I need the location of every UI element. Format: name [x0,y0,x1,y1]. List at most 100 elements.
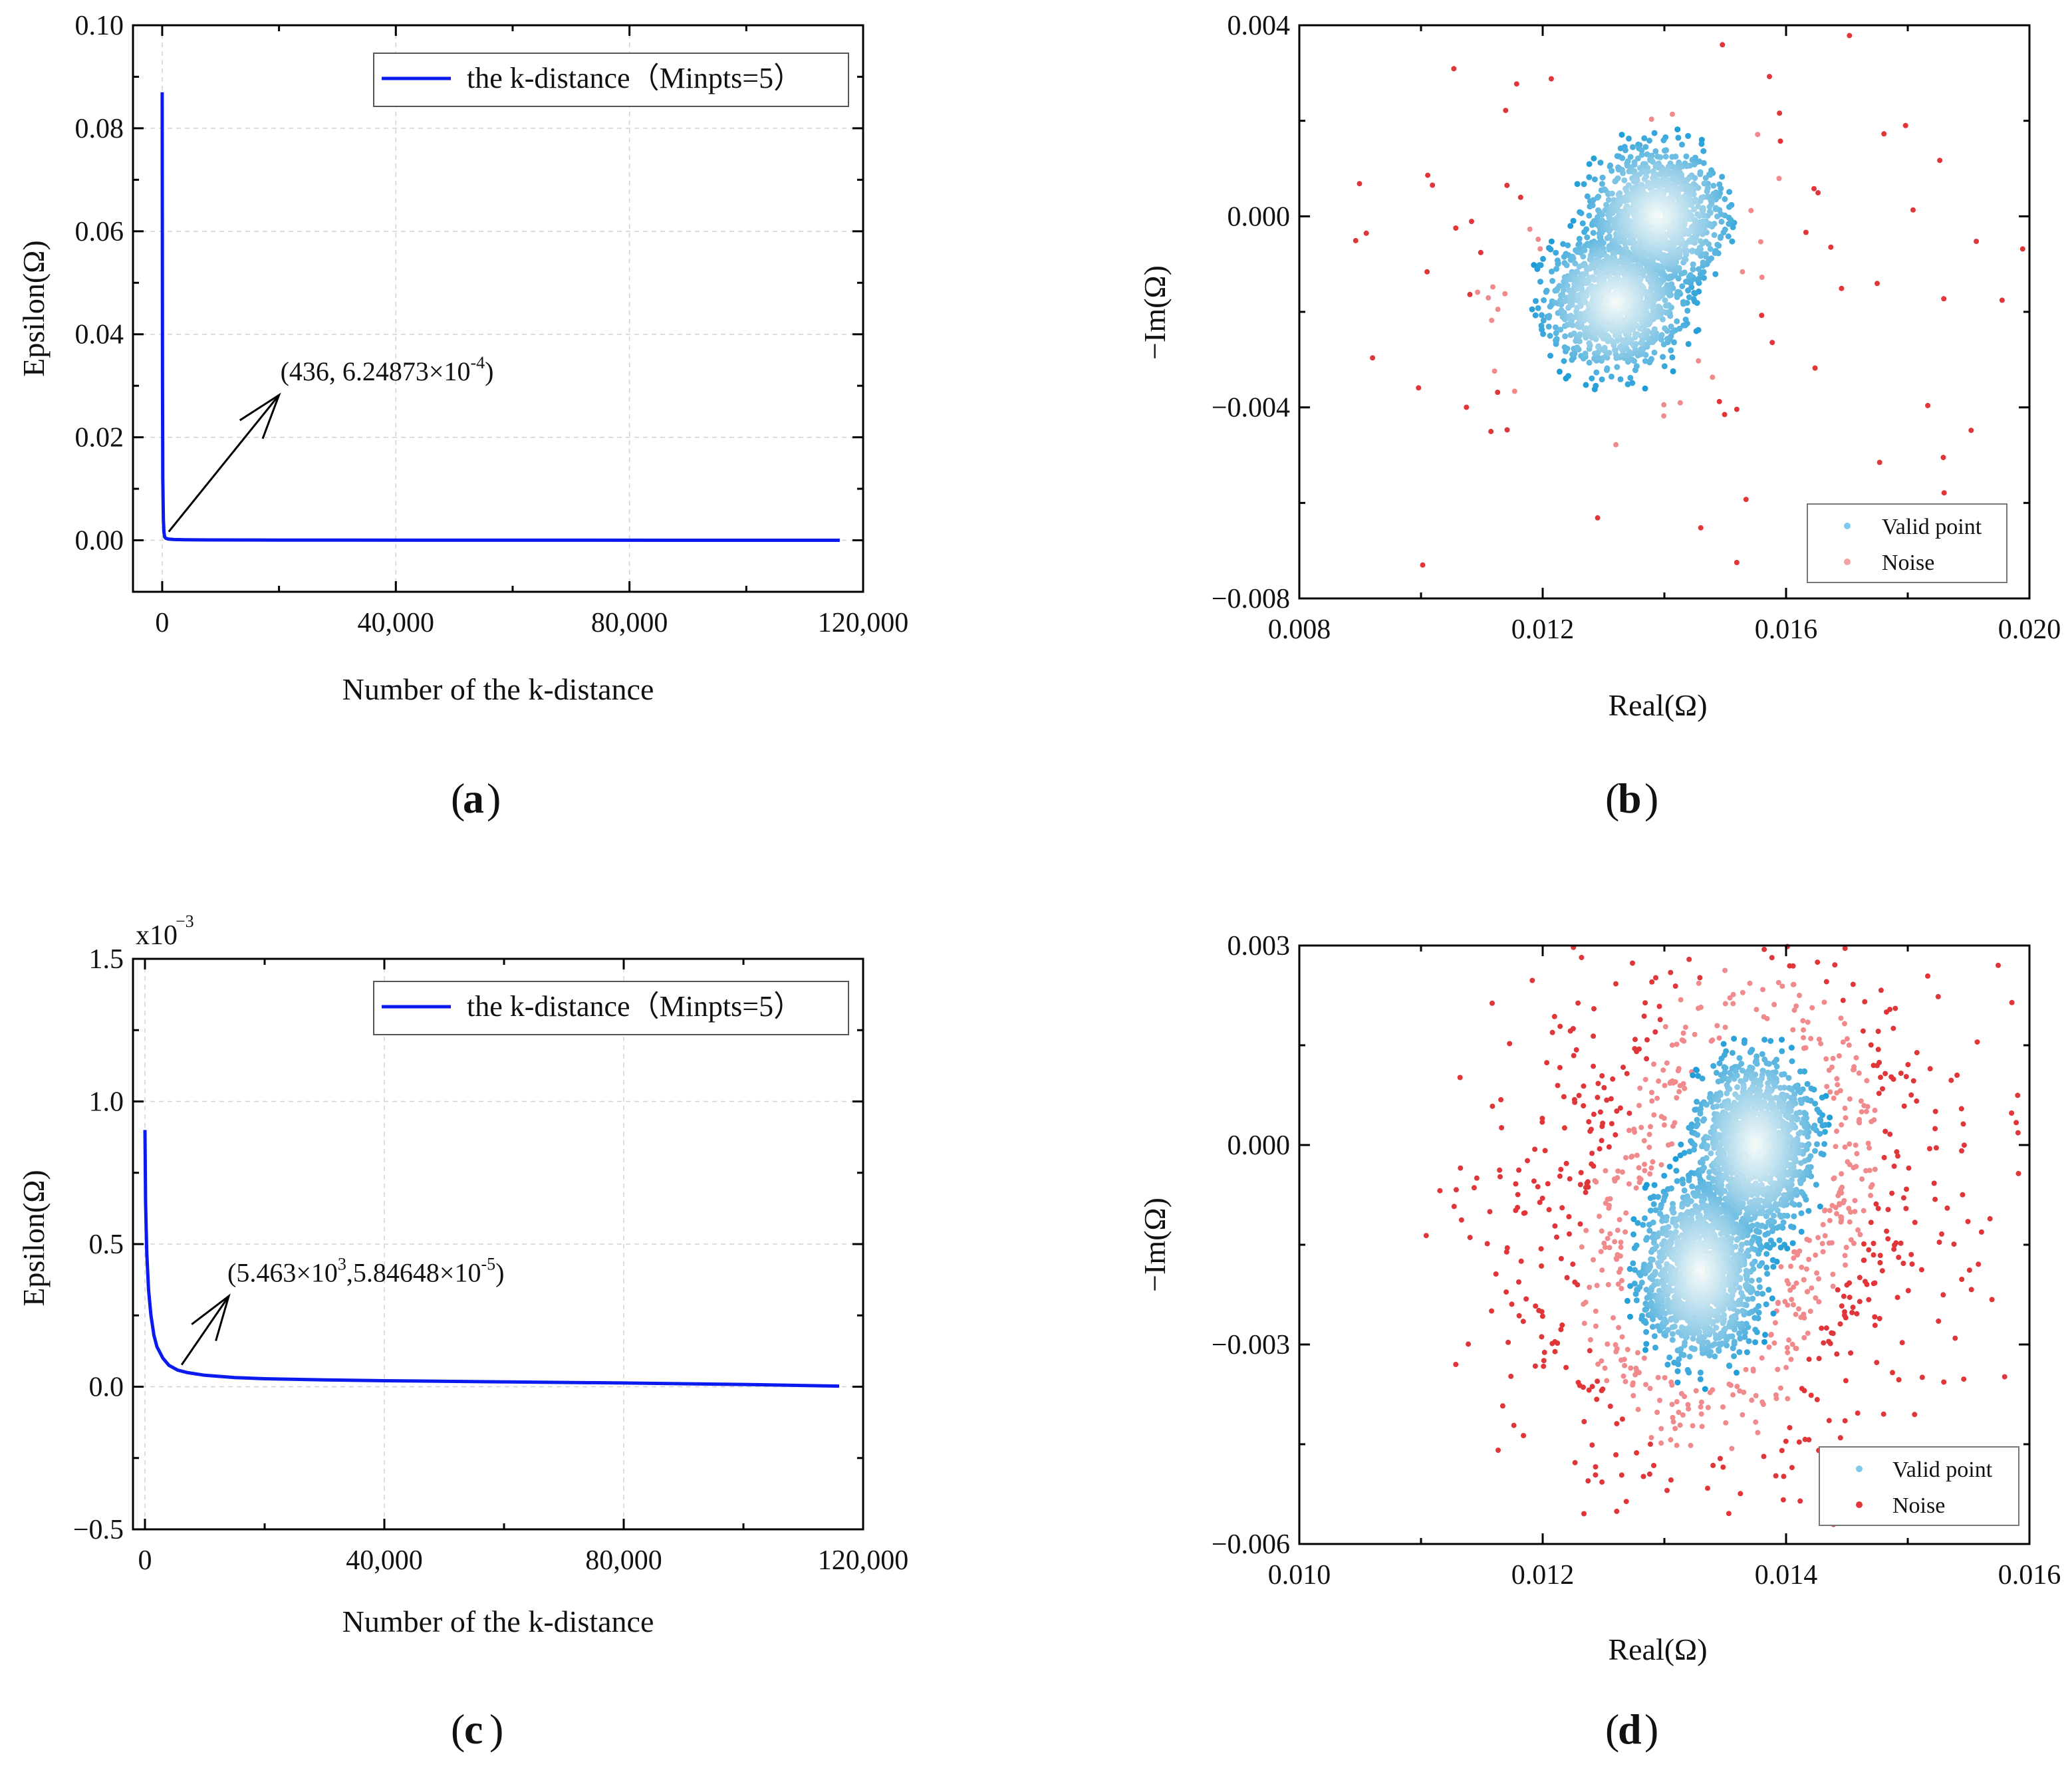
panel-d-noise-point [1521,1433,1526,1438]
panel-d-noise-point [1925,973,1930,979]
panel-d-noise-point [1585,1478,1591,1483]
panel-d-noise-point [1786,1281,1791,1287]
panel-d-noise-point [1905,1062,1910,1067]
panel-b-noise-point [1881,131,1886,136]
panel-d-noise-point [1575,1001,1581,1006]
panel-d-noise-point [1892,1164,1897,1169]
panel-b-noise-point [1813,366,1818,371]
panel-d-noise-point [1861,1241,1867,1247]
panel-d-noise-point [1696,981,1702,986]
panel-b-noise-point [1495,307,1501,312]
panel-d-valid-point [1768,1237,1774,1243]
panel-d-noise-point [1694,1388,1699,1394]
panel-d-valid-point [1790,1240,1796,1246]
panel-d-noise-point [1871,1252,1877,1257]
panel-d-noise-point [1863,1168,1869,1174]
panel-d-noise-point [1708,1390,1713,1395]
panel-d-valid-point [1754,1061,1760,1067]
panel-b-valid-point [1679,283,1685,289]
panel-b-noise-point [1778,138,1783,144]
panel-d-noise-point [1731,992,1736,997]
panel-b-valid-point [1642,358,1648,364]
panel-d-valid-point [1781,1219,1787,1225]
panel-d-noise-point [1623,1379,1628,1384]
panel-d-noise-point [1637,1086,1642,1091]
panel-d-noise-point [1571,1053,1577,1059]
panel-d-noise-point [1579,1244,1585,1249]
panel-d-noise-point [1861,1029,1866,1034]
panel-d-noise-point [1877,1260,1882,1265]
panel-c-grid [133,959,863,1529]
panel-d-noise-point [1539,1246,1544,1251]
panel-d-noise-point [1589,1442,1595,1448]
panel-b-valid-point [1541,297,1547,303]
panel-d-noise-point [1714,1023,1720,1029]
panel-d-noise-point [1628,1366,1633,1371]
panel-d-noise-point [1932,1181,1937,1186]
panel-d-noise-point [1564,1161,1569,1166]
panel-d-valid-point [1805,1081,1811,1087]
panel-d-noise-point [1583,1190,1589,1195]
panel-d-noise-point [1452,1204,1457,1209]
panel-b-valid-point [1674,126,1680,132]
panel-d-noise-point [1813,1295,1818,1301]
panel-d-valid-point [1779,1037,1785,1043]
panel-d-noise-point [1659,1162,1664,1168]
panel-b-noise-point [1535,237,1541,242]
panel-b-noise-point [1505,428,1510,433]
panel-d-noise-point [1555,1341,1560,1346]
panel-a-plot-frame [133,25,863,592]
panel-d-noise-point [1792,1007,1797,1013]
panel-b-valid-point [1719,174,1725,180]
panel-d-valid-point [1789,1045,1795,1051]
panel-d-noise-point [1912,1412,1917,1417]
panel-b-valid-point [1697,171,1703,177]
panel-d-noise-point [1545,1181,1551,1186]
panel-d-noise-point [1614,1509,1619,1514]
panel-d-valid-point [1668,1186,1674,1192]
panel-a-letter: a [463,775,484,822]
panel-d-noise-point [1656,1375,1661,1380]
panel-d-noise-point [1801,1027,1806,1033]
panel-d-valid-point [1690,1073,1696,1079]
panel-d-noise-point [1740,990,1746,995]
panel-d-noise-point [1660,1067,1666,1073]
panel-b-ytick-label: −0.008 [1212,584,1290,614]
panel-b-valid-point [1592,176,1598,182]
panel-d-noise-point [1678,997,1684,1003]
panel-d-noise-point [1837,1201,1842,1206]
panel-d-valid-point [1744,1349,1750,1355]
panel-d-noise-point [1680,1037,1685,1043]
panel-d-noise-point [1876,1029,1881,1034]
panel-b-valid-point [1655,212,1661,218]
panel-d-noise-point [1682,1394,1687,1399]
panel-d-noise-point [1567,1231,1572,1237]
panel-d-noise-point [1838,1088,1843,1093]
panel-d-noise-point [1920,1374,1925,1380]
panel-d-valid-point [1752,1339,1758,1345]
panel-d-valid-point [1663,1217,1669,1223]
panel-d-noise-point [1614,1421,1619,1426]
panel-d-noise-point [1616,1325,1621,1331]
panel-d-noise-point [1599,1073,1605,1079]
panel-d-noise-point [1547,1207,1552,1212]
panel-d-noise-point [1794,1346,1799,1351]
panel-a-series [162,92,840,541]
panel-d-noise-point [1882,1155,1887,1160]
panel-d-valid-point [1769,1295,1775,1301]
panel-b-legend-noise-label: Noise [1882,551,1934,575]
panel-d-noise-point [1960,1192,1965,1198]
panel-b-noise-point [1937,158,1942,163]
panel-d-noise-point [1610,1077,1615,1082]
panel-b-valid-point [1652,350,1658,356]
panel-d-noise-point [1504,1249,1509,1255]
panel-d-noise-point [1587,1348,1593,1353]
panel-b-valid-point [1646,138,1652,144]
panel-d-valid-point [1774,1063,1780,1069]
panel-d-noise-point [1620,1170,1625,1175]
panel-d-valid-point [1634,1297,1640,1303]
panel-d-noise-point [1890,1026,1896,1031]
panel-d-noise-point [1623,1210,1628,1215]
